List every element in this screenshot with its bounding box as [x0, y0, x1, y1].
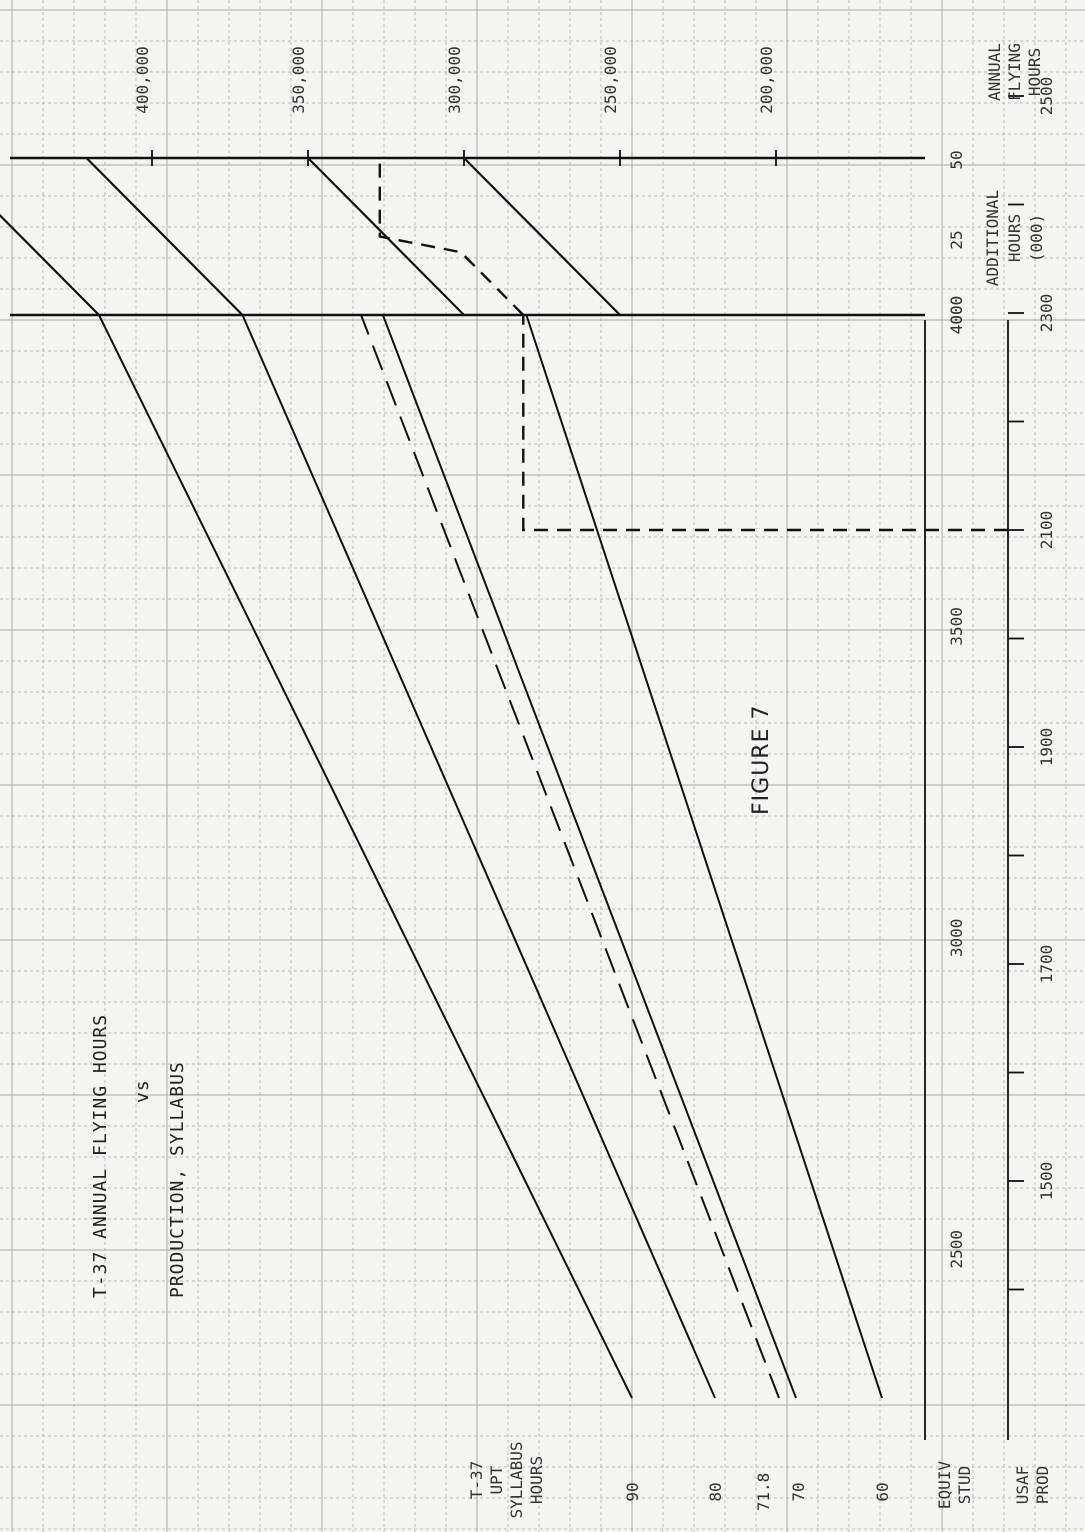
annual-hours-axis-title: ANNUAL [985, 43, 1004, 101]
axis-ticks [151, 95, 1024, 1291]
series-line-90 [98, 314, 633, 1399]
additional-hours-line-2 [85, 157, 244, 316]
annual-hours-tick-label: 300,000 [445, 46, 464, 113]
annual-hours-tick-label: 250,000 [601, 46, 620, 113]
series-line-60 [525, 314, 883, 1399]
syllabus-tick-label: 71.8 [754, 1473, 773, 1512]
syllabus-tick-label: 90 [623, 1482, 642, 1501]
syllabus-axis-title: SYLLABUS [507, 1441, 526, 1518]
syllabus-axis-title: T-37 [467, 1461, 486, 1500]
annual-hours-tick-label: 350,000 [289, 46, 308, 113]
usaf-prod-axis-title: USAF [1013, 1466, 1032, 1505]
syllabus-tick-label: 80 [706, 1482, 725, 1501]
usaf-prod-tick-label: 1500 [1037, 1162, 1056, 1201]
additional-hours-tick-label: 25 [947, 230, 966, 249]
additional-hours-line-1 [0, 213, 100, 316]
usaf-prod-tick-label: 2500 [1037, 77, 1056, 116]
usaf-prod-tick-label: 1900 [1037, 728, 1056, 767]
syllabus-axis-title: UPT [487, 1465, 506, 1494]
equiv-stud-axis-title: EQUIV [935, 1461, 954, 1510]
equiv-stud-tick-label: 4000 [947, 296, 966, 335]
equiv-stud-tick-label: 3000 [947, 919, 966, 958]
equiv-stud-tick-label: 3500 [947, 607, 966, 646]
additional-hours-line-4 [463, 157, 621, 316]
chart-title-line1: T-37 ANNUAL FLYING HOURS [90, 1014, 111, 1298]
reference-line-2100 [522, 315, 1008, 532]
syllabus-tick-label: 60 [873, 1482, 892, 1501]
syllabus-axis-title: HOURS [527, 1456, 546, 1504]
usaf-prod-tick-label: 2100 [1037, 511, 1056, 550]
figure-label: FIGURE 7 [749, 705, 774, 815]
usaf-prod-tick-label: 2300 [1037, 294, 1056, 333]
axis-labels: 90 80 71.8 70 60T-37 UPT SYLLABUS HOURS25003000… [133, 43, 1056, 1518]
chart-series [0, 157, 1008, 1399]
chart-title-line2: vs [132, 1079, 153, 1103]
equiv-stud-tick-label: 4000 [947, 296, 966, 335]
additional-hours-axis-title: (000) [1027, 214, 1046, 262]
equiv-stud-axis-title: STUD [955, 1466, 974, 1505]
series-line-80 [241, 314, 716, 1399]
annual-hours-tick-label: 400,000 [133, 46, 152, 113]
chart-title-line3: PRODUCTION, SYLLABUS [167, 1061, 188, 1298]
additional-hours-reference-line [378, 158, 525, 316]
series-line-70 [381, 314, 797, 1399]
annual-hours-tick-label: 200,000 [757, 46, 776, 113]
additional-hours-axis-title: HOURS [1005, 214, 1024, 262]
syllabus-tick-label: 70 [789, 1482, 808, 1501]
annual-hours-axis-title: FLYING [1005, 43, 1024, 101]
additional-hours-axis-title: ADDITIONAL [983, 190, 1002, 286]
annual-hours-axis-title: HOURS [1025, 48, 1044, 96]
usaf-prod-tick-label: 1700 [1037, 945, 1056, 984]
usaf-prod-axis-title: PROD [1033, 1466, 1052, 1505]
series-line-71-8 [360, 314, 780, 1399]
equiv-stud-tick-label: 2500 [947, 1230, 966, 1269]
additional-hours-tick-label: 50 [947, 150, 966, 169]
